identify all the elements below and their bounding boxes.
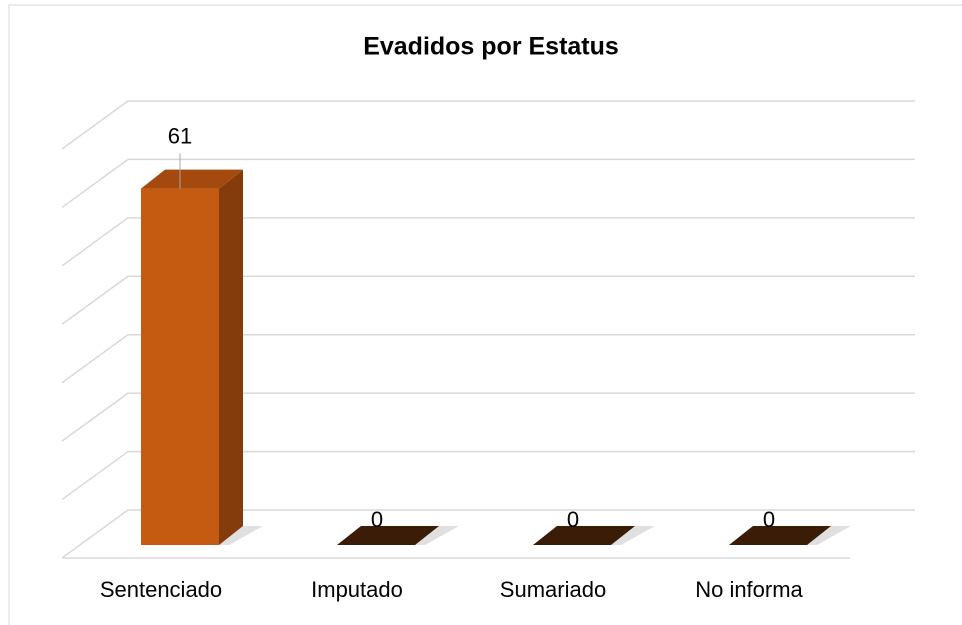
bar (141, 188, 219, 546)
grid-line (61, 217, 915, 267)
grid-line (61, 100, 915, 150)
bar-side (219, 169, 243, 546)
data-label: 0 (371, 507, 383, 532)
grid-line (61, 450, 915, 501)
x-tick-label: Sentenciado (100, 577, 222, 602)
grid-line (61, 333, 915, 384)
grid-line (61, 392, 915, 442)
bar-top (141, 169, 243, 189)
grid-line (61, 158, 915, 209)
grid-line (61, 275, 915, 325)
data-label: 0 (763, 507, 775, 532)
x-tick-label: Sumariado (500, 577, 606, 602)
grid-line (61, 509, 915, 559)
data-label: 0 (567, 507, 579, 532)
bar-top (533, 526, 635, 545)
bar-top (337, 526, 439, 545)
data-label: 61 (168, 123, 192, 148)
chart-title: Evadidos por Estatus (363, 33, 619, 61)
bar-top (729, 526, 831, 545)
x-tick-label: No informa (695, 577, 803, 602)
x-tick-label: Imputado (311, 577, 403, 602)
